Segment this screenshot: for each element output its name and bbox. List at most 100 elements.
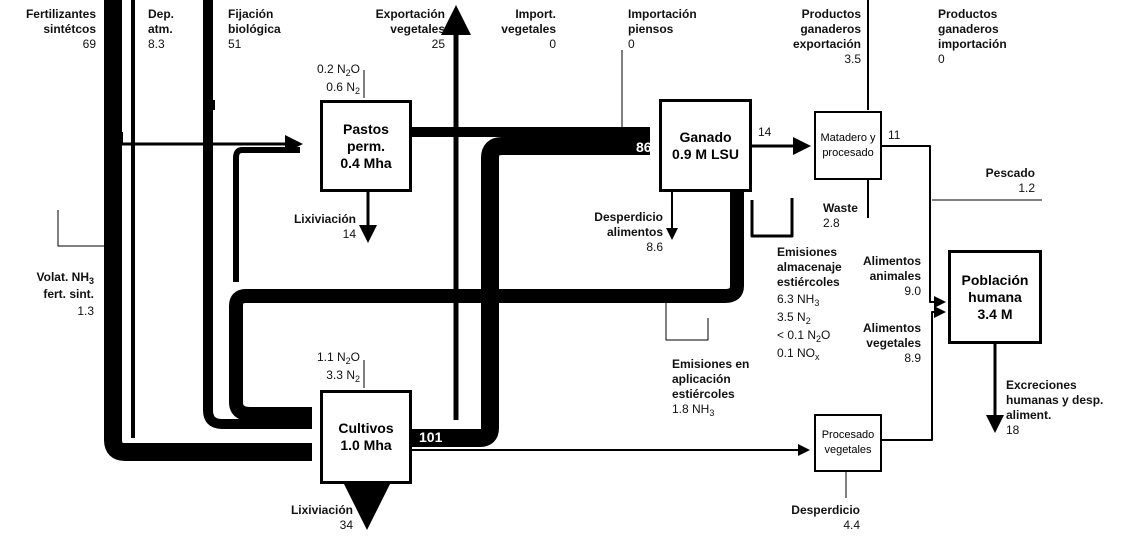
label-desperdicio-title: Desperdicio bbox=[791, 503, 860, 517]
label-fijacion-title: Fijación bbox=[228, 7, 274, 21]
label-exportacion-vegetales: Exportación vegetales 25 bbox=[376, 7, 445, 52]
label-fertilizantes-value: 69 bbox=[82, 37, 96, 51]
label-pescado: Pescado 1.2 bbox=[986, 166, 1035, 196]
label-emis-alm-n2: 3.5 N2 bbox=[777, 310, 811, 326]
label-alim-veg-value: 8.9 bbox=[904, 351, 921, 365]
label-alimentos-vegetales: Alimentos vegetales 8.9 bbox=[863, 321, 921, 366]
label-desperdicio-alimentos: Desperdicio alimentos 8.6 bbox=[594, 210, 663, 255]
label-prod-export-title-2: ganaderos bbox=[800, 22, 861, 36]
label-lix-pastos-title: Lixiviación bbox=[293, 212, 356, 226]
label-fijacion-value: 51 bbox=[228, 37, 242, 51]
flow-estiercol-loop-pastos bbox=[233, 147, 300, 282]
label-exportacion-value: 25 bbox=[431, 37, 445, 51]
label-import-piensos-title-2: piensos bbox=[628, 22, 674, 36]
label-excreciones-title-3: aliment. bbox=[1006, 408, 1052, 422]
flow-procesado-to-poblacion bbox=[882, 306, 946, 441]
label-prod-import-value: 0 bbox=[938, 52, 945, 66]
label-fertilizantes: Fertilizantes sintétcos 69 bbox=[26, 7, 96, 52]
label-volat-title-2: fert. sint. bbox=[43, 287, 94, 301]
flow-fijacion-to-cultivos bbox=[203, 0, 312, 429]
label-emis-alm-nox: 0.1 NOx bbox=[777, 346, 820, 362]
label-alim-anim-title: Alimentos bbox=[862, 254, 921, 268]
node-poblacion: Población humana 3.4 M bbox=[948, 250, 1042, 344]
label-excreciones-value: 18 bbox=[1006, 423, 1020, 437]
node-pastos: Pastos perm. 0.4 Mha bbox=[320, 100, 412, 192]
label-pescado-title: Pescado bbox=[985, 166, 1035, 180]
value-into-cultivos: 139 bbox=[288, 429, 312, 445]
label-prod-import-title-3: importación bbox=[938, 37, 1007, 51]
label-fertilizantes-title: Fertilizantes bbox=[25, 7, 96, 21]
label-desp-alim-value: 8.6 bbox=[646, 240, 663, 254]
node-ganado: Ganado 0.9 M LSU bbox=[659, 99, 752, 192]
label-lixiviacion-pastos: Lixiviación 14 bbox=[294, 212, 356, 242]
label-cultivos-n2: 3.3 N2 bbox=[326, 368, 360, 384]
label-desperdicio-value: 4.4 bbox=[843, 518, 860, 532]
label-pastos-n2o: 0.2 N2O bbox=[316, 62, 360, 78]
label-dep-atm-title-2: atm. bbox=[148, 22, 173, 36]
node-procesado-label: Procesado bbox=[821, 429, 875, 441]
label-import-piensos-value: 0 bbox=[628, 37, 635, 51]
label-dep-atm-title: Dep. bbox=[148, 7, 175, 21]
label-alim-veg-title-2: vegetales bbox=[866, 336, 921, 350]
node-ganado-lsu: 0.9 M LSU bbox=[672, 145, 739, 162]
label-cultivos-gases: 1.1 N2O 3.3 N2 bbox=[316, 350, 360, 384]
label-dep-atm-value: 8.3 bbox=[148, 37, 165, 51]
flow-estiercol-to-cultivos bbox=[229, 192, 744, 421]
label-emis-aplic-title: Emisiones en bbox=[672, 357, 750, 371]
label-emis-aplic-title-3: estiércoles bbox=[672, 387, 735, 401]
label-excreciones-title: Excreciones bbox=[1006, 378, 1077, 392]
label-prod-import-title-2: ganaderos bbox=[938, 22, 999, 36]
label-volat-title: Volat. NH3 bbox=[36, 270, 94, 286]
value-matadero-to-poblacion: 11 bbox=[888, 128, 901, 142]
label-pastos-n2: 0.6 N2 bbox=[326, 80, 360, 96]
label-excreciones-title-2: humanas y desp. bbox=[1006, 393, 1104, 407]
value-into-ganado: 86 bbox=[636, 139, 652, 155]
node-matadero: Matadero y procesado bbox=[814, 111, 882, 180]
node-ganado-label: Ganado bbox=[679, 128, 732, 145]
label-emis-alm-title-3: estiércoles bbox=[777, 275, 840, 289]
label-prod-export-value: 3.5 bbox=[844, 52, 861, 66]
label-waste: Waste 2.8 bbox=[823, 201, 858, 231]
node-matadero-label: Matadero y bbox=[820, 131, 876, 144]
node-pastos-label-2: perm. bbox=[346, 137, 386, 154]
label-import-veg-title: Import. bbox=[515, 7, 556, 21]
label-emisiones-aplicacion: Emisiones en aplicación estiércoles 1.8 … bbox=[672, 357, 750, 418]
label-import-vegetales: Import. vegetales 0 bbox=[501, 7, 556, 52]
node-pastos-label: Pastos bbox=[343, 120, 389, 137]
label-desp-alim-title-2: alimentos bbox=[606, 225, 663, 239]
label-desperdicio: Desperdicio 4.4 bbox=[791, 503, 860, 533]
label-pescado-value: 1.2 bbox=[1018, 181, 1035, 195]
label-alim-veg-title: Alimentos bbox=[862, 321, 921, 335]
label-exportacion-title: Exportación bbox=[375, 7, 445, 21]
value-out-cultivos: 101 bbox=[419, 429, 443, 445]
flow-emisiones-aplicacion bbox=[665, 300, 709, 341]
label-emis-alm-nh3: 6.3 NH3 bbox=[777, 292, 820, 308]
label-volatilizacion: Volat. NH3 fert. sint. 1.3 bbox=[37, 270, 94, 319]
label-emis-alm-title-2: almacenaje bbox=[777, 260, 842, 274]
label-waste-value: 2.8 bbox=[823, 216, 840, 230]
node-poblacion-label: Población bbox=[961, 271, 1029, 288]
label-emis-aplic-nh3: 1.8 NH3 bbox=[672, 402, 715, 418]
flow-cultivos-to-ganado bbox=[412, 137, 650, 447]
value-ganado-to-matadero: 14 bbox=[758, 125, 772, 139]
label-prod-import-title: Productos bbox=[938, 7, 998, 21]
label-alim-anim-title-2: animales bbox=[869, 269, 921, 283]
label-dep-atm: Dep. atm. 8.3 bbox=[148, 7, 174, 52]
label-waste-title: Waste bbox=[823, 201, 858, 215]
label-alimentos-animales: Alimentos animales 9.0 bbox=[863, 254, 921, 299]
label-fertilizantes-title-2: sintétcos bbox=[43, 22, 96, 36]
label-cultivos-n2o: 1.1 N2O bbox=[316, 350, 360, 366]
label-prod-importacion: Productos ganaderos importación 0 bbox=[938, 7, 1007, 67]
node-matadero-label-2: procesado bbox=[822, 146, 874, 159]
node-cultivos-area: 1.0 Mha bbox=[340, 437, 392, 453]
label-import-piensos-title: Importación bbox=[628, 7, 697, 21]
label-emis-aplic-title-2: aplicación bbox=[672, 372, 731, 386]
node-procesado-vegetales: Procesado vegetales bbox=[814, 414, 882, 472]
label-desp-alim-title: Desperdicio bbox=[594, 210, 663, 224]
node-cultivos-label: Cultivos bbox=[338, 420, 394, 436]
flow-emisiones-almacenaje bbox=[750, 198, 794, 238]
node-pastos-area: 0.4 Mha bbox=[340, 154, 392, 171]
label-emisiones-almacenaje: Emisiones almacenaje estiércoles 6.3 NH3… bbox=[777, 245, 842, 362]
